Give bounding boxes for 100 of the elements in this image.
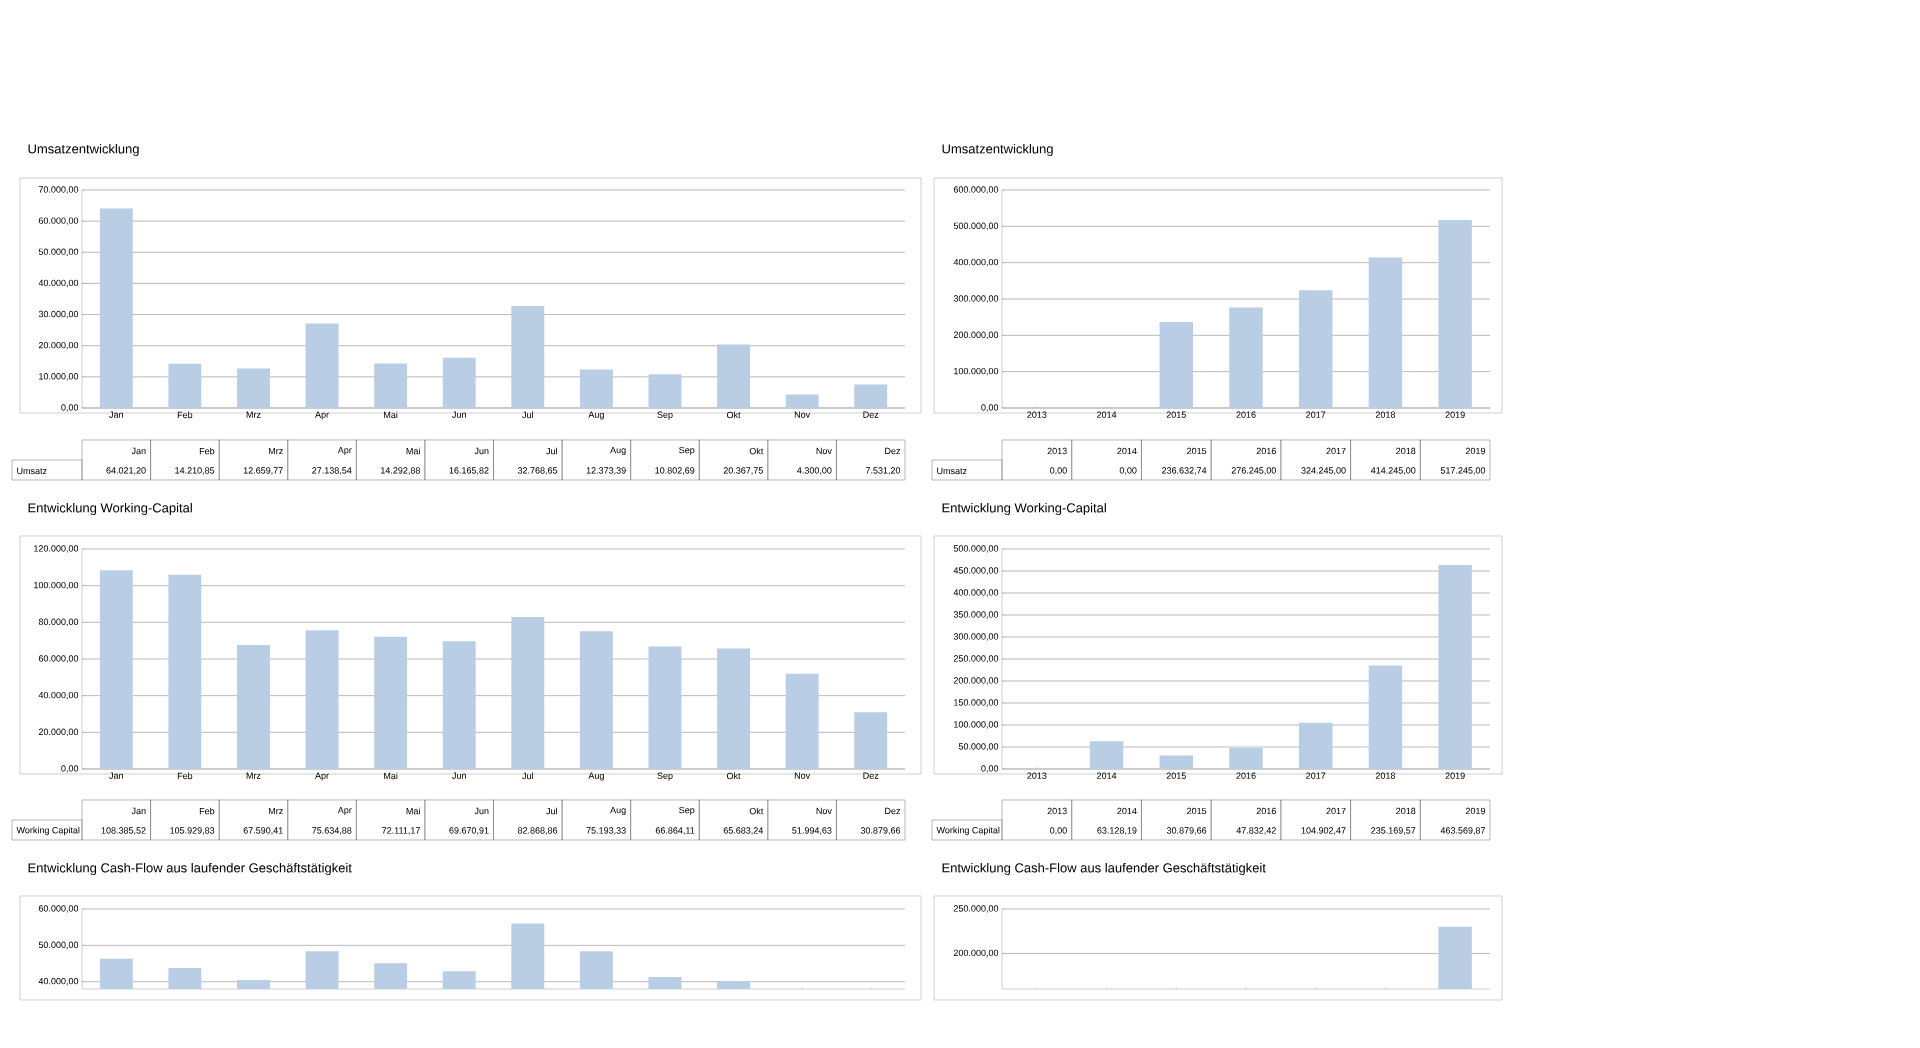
- bar: [785, 673, 819, 769]
- x-tick-label: 2019: [1445, 772, 1465, 779]
- bar: [237, 645, 270, 769]
- category-label: Apr: [337, 446, 352, 456]
- x-tick-label: 2013: [1027, 772, 1047, 779]
- data-label: 276.245,00: [1231, 467, 1276, 475]
- category-label: Feb: [199, 807, 215, 815]
- x-tick-label: 2018: [1375, 772, 1396, 779]
- y-tick-label: 40.000,00: [38, 977, 79, 986]
- x-tick-label: Jan: [109, 772, 123, 779]
- bar: [1229, 307, 1263, 408]
- bar: [1368, 257, 1403, 408]
- y-tick-label: 60.000,00: [38, 217, 79, 225]
- data-label: 69.670,91: [449, 827, 489, 835]
- x-tick-label: Apr: [315, 411, 329, 420]
- y-tick-label: 400.000,00: [953, 258, 999, 267]
- y-tick-label: 200.000,00: [953, 331, 999, 340]
- data-label: 0,00: [1050, 467, 1067, 475]
- data-label: 463.569,87: [1440, 827, 1486, 835]
- bar: [1159, 755, 1194, 769]
- x-tick-label: Mrz: [246, 772, 261, 779]
- bar: [1438, 565, 1472, 769]
- category-label: Sep: [679, 806, 695, 816]
- bar: [305, 323, 339, 408]
- category-label: Jun: [474, 447, 489, 455]
- data-label: 16.165,82: [449, 467, 489, 475]
- category-label: Jan: [131, 447, 146, 455]
- category-label: Jul: [546, 807, 557, 815]
- data-label: 82.868,86: [517, 827, 558, 835]
- x-tick-label: 2016: [1236, 411, 1256, 418]
- y-tick-label: 60.000,00: [38, 905, 79, 913]
- data-label: 20.367,75: [723, 467, 763, 475]
- bar: [237, 368, 270, 408]
- chart-title: Entwicklung Working-Capital: [942, 502, 1106, 516]
- y-tick-label: 20.000,00: [38, 728, 79, 737]
- bar: [99, 208, 133, 408]
- data-label: 27.138,54: [312, 467, 352, 475]
- bar: [99, 570, 133, 769]
- y-tick-label: 100.000,00: [34, 581, 79, 590]
- bar: [648, 374, 682, 408]
- category-label: 2018: [1396, 447, 1416, 455]
- y-tick-label: 40.000,00: [38, 691, 79, 700]
- bar: [305, 630, 339, 769]
- category-label: 2014: [1117, 807, 1137, 815]
- chart-title: Umsatzentwicklung: [942, 143, 1053, 157]
- y-tick-label: 450.000,00: [953, 567, 999, 575]
- data-label: 104.902,47: [1301, 827, 1346, 835]
- y-tick-label: 30.000,00: [38, 310, 79, 319]
- x-tick-label: Mrz: [246, 411, 261, 418]
- x-tick-label: Feb: [177, 411, 193, 419]
- category-label: Apr: [337, 806, 352, 816]
- y-tick-label: 300.000,00: [953, 295, 999, 303]
- x-tick-label: Jul: [522, 772, 533, 780]
- bar: [1089, 741, 1124, 769]
- bar: [1298, 290, 1333, 408]
- data-label: 75.193,33: [586, 827, 626, 835]
- data-label: 10.802,69: [655, 467, 695, 475]
- bar: [1298, 722, 1333, 769]
- y-tick-label: 0,00: [61, 404, 79, 412]
- category-label: 2015: [1187, 447, 1207, 455]
- x-tick-label: Nov: [794, 772, 811, 779]
- category-label: 2019: [1465, 447, 1486, 455]
- x-tick-label: Jun: [452, 772, 466, 779]
- category-label: Jun: [474, 807, 489, 815]
- y-tick-label: 250.000,00: [953, 905, 999, 913]
- x-tick-label: Jan: [109, 411, 123, 418]
- category-label: Okt: [749, 807, 764, 815]
- x-tick-label: 2017: [1306, 411, 1326, 418]
- y-tick-label: 400.000,00: [953, 589, 999, 597]
- data-label: 47.832,42: [1236, 827, 1276, 835]
- x-tick-label: Aug: [588, 772, 604, 781]
- y-tick-label: 0,00: [981, 765, 999, 773]
- data-label: 30.879,66: [860, 827, 901, 835]
- category-label: Mai: [406, 807, 420, 815]
- data-label: 14.292,88: [381, 467, 420, 475]
- category-label: Nov: [816, 447, 832, 455]
- category-label: 2016: [1256, 447, 1276, 455]
- bar: [717, 648, 751, 769]
- category-label: Feb: [199, 447, 215, 455]
- y-tick-label: 300.000,00: [953, 633, 999, 641]
- data-label: 12.373,39: [586, 467, 626, 475]
- x-tick-label: Dez: [863, 411, 879, 418]
- bar: [579, 631, 613, 769]
- x-tick-label: Aug: [588, 411, 604, 420]
- x-tick-label: 2015: [1166, 411, 1186, 418]
- data-label: 51.994,63: [792, 827, 832, 835]
- category-label: Sep: [679, 446, 695, 456]
- category-label: 2018: [1396, 807, 1416, 815]
- bar: [511, 305, 545, 408]
- bar: [854, 712, 888, 769]
- y-tick-label: 500.000,00: [953, 222, 999, 231]
- data-label: 7.531,20: [865, 467, 901, 475]
- chart-title: Entwicklung Cash-Flow aus laufender Geschäftstätigkeit: [28, 862, 352, 876]
- category-label: Dez: [885, 447, 901, 455]
- chart-title: Umsatzentwicklung: [28, 143, 139, 157]
- data-label: 66.864,11: [655, 827, 695, 835]
- x-tick-label: 2017: [1306, 772, 1326, 779]
- bar: [1229, 747, 1263, 769]
- x-tick-label: Nov: [794, 411, 811, 418]
- x-tick-label: 2013: [1027, 411, 1047, 418]
